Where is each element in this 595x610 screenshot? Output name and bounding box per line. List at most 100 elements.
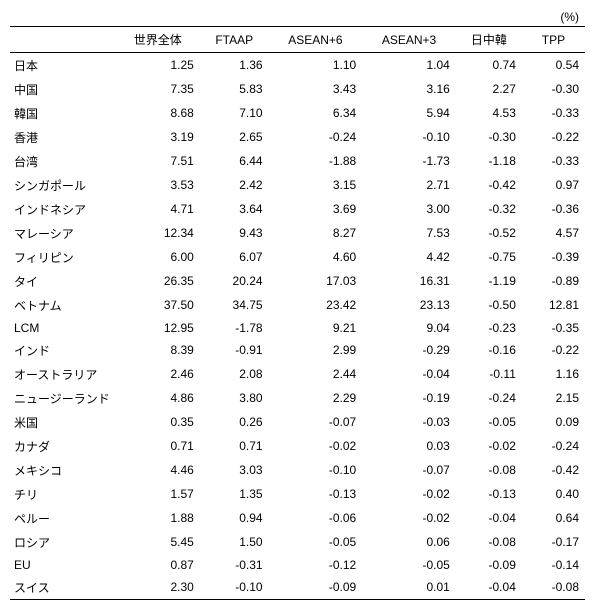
table-row: マレーシア12.349.438.277.53-0.524.57 <box>10 221 585 245</box>
cell-value: -0.10 <box>269 458 363 482</box>
cell-value: -0.30 <box>456 125 522 149</box>
row-label: メキシコ <box>10 458 116 482</box>
table-row: オーストラリア2.462.082.44-0.04-0.111.16 <box>10 362 585 386</box>
cell-value: -0.50 <box>456 293 522 317</box>
cell-value: 5.94 <box>362 101 456 125</box>
cell-value: -0.16 <box>456 338 522 362</box>
cell-value: 7.51 <box>116 149 200 173</box>
cell-value: -0.22 <box>522 338 585 362</box>
cell-value: 1.10 <box>269 53 363 78</box>
cell-value: -0.08 <box>456 458 522 482</box>
cell-value: 0.74 <box>456 53 522 78</box>
cell-value: 0.87 <box>116 554 200 575</box>
cell-value: 4.60 <box>269 245 363 269</box>
cell-value: 23.13 <box>362 293 456 317</box>
cell-value: 4.46 <box>116 458 200 482</box>
cell-value: 2.27 <box>456 77 522 101</box>
cell-value: 6.34 <box>269 101 363 125</box>
cell-value: -0.05 <box>269 530 363 554</box>
cell-value: 8.68 <box>116 101 200 125</box>
cell-value: 0.01 <box>362 575 456 600</box>
cell-value: 0.35 <box>116 410 200 434</box>
row-label: 韓国 <box>10 101 116 125</box>
row-label: LCM <box>10 317 116 338</box>
header-blank <box>10 27 116 53</box>
cell-value: -0.05 <box>362 554 456 575</box>
cell-value: 4.86 <box>116 386 200 410</box>
table-row: インド8.39-0.912.99-0.29-0.16-0.22 <box>10 338 585 362</box>
cell-value: -0.07 <box>362 458 456 482</box>
cell-value: 16.31 <box>362 269 456 293</box>
row-label: 香港 <box>10 125 116 149</box>
table-row: フィリピン6.006.074.604.42-0.75-0.39 <box>10 245 585 269</box>
row-label: ベトナム <box>10 293 116 317</box>
cell-value: 2.29 <box>269 386 363 410</box>
row-label: 米国 <box>10 410 116 434</box>
table-row: メキシコ4.463.03-0.10-0.07-0.08-0.42 <box>10 458 585 482</box>
cell-value: -0.17 <box>522 530 585 554</box>
row-label: 中国 <box>10 77 116 101</box>
cell-value: 2.71 <box>362 173 456 197</box>
cell-value: -0.08 <box>456 530 522 554</box>
cell-value: 4.57 <box>522 221 585 245</box>
cell-value: 8.27 <box>269 221 363 245</box>
table-row: 台湾7.516.44-1.88-1.73-1.18-0.33 <box>10 149 585 173</box>
table-row: 香港3.192.65-0.24-0.10-0.30-0.22 <box>10 125 585 149</box>
col-header: 世界全体 <box>116 27 200 53</box>
cell-value: -0.14 <box>522 554 585 575</box>
row-label: カナダ <box>10 434 116 458</box>
cell-value: 3.64 <box>200 197 269 221</box>
cell-value: 2.30 <box>116 575 200 600</box>
cell-value: 0.26 <box>200 410 269 434</box>
cell-value: -1.18 <box>456 149 522 173</box>
cell-value: 9.43 <box>200 221 269 245</box>
row-label: ペルー <box>10 506 116 530</box>
cell-value: -0.10 <box>200 575 269 600</box>
table-row: タイ26.3520.2417.0316.31-1.19-0.89 <box>10 269 585 293</box>
cell-value: -0.33 <box>522 149 585 173</box>
cell-value: -0.29 <box>362 338 456 362</box>
cell-value: 2.08 <box>200 362 269 386</box>
cell-value: 3.16 <box>362 77 456 101</box>
cell-value: 7.10 <box>200 101 269 125</box>
cell-value: -0.08 <box>522 575 585 600</box>
cell-value: 4.53 <box>456 101 522 125</box>
table-row: LCM12.95-1.789.219.04-0.23-0.35 <box>10 317 585 338</box>
cell-value: 3.43 <box>269 77 363 101</box>
cell-value: 1.04 <box>362 53 456 78</box>
cell-value: 9.21 <box>269 317 363 338</box>
table-row: 米国0.350.26-0.07-0.03-0.050.09 <box>10 410 585 434</box>
cell-value: -0.31 <box>200 554 269 575</box>
cell-value: -0.23 <box>456 317 522 338</box>
cell-value: 2.65 <box>200 125 269 149</box>
cell-value: 2.44 <box>269 362 363 386</box>
table-row: ロシア5.451.50-0.050.06-0.08-0.17 <box>10 530 585 554</box>
cell-value: 34.75 <box>200 293 269 317</box>
cell-value: -1.73 <box>362 149 456 173</box>
cell-value: -0.07 <box>269 410 363 434</box>
table-row: 日本1.251.361.101.040.740.54 <box>10 53 585 78</box>
cell-value: -0.04 <box>456 506 522 530</box>
cell-value: -0.75 <box>456 245 522 269</box>
cell-value: -0.13 <box>456 482 522 506</box>
cell-value: 3.00 <box>362 197 456 221</box>
cell-value: -0.04 <box>456 575 522 600</box>
cell-value: -0.19 <box>362 386 456 410</box>
cell-value: 2.46 <box>116 362 200 386</box>
cell-value: -0.24 <box>522 434 585 458</box>
row-label: インドネシア <box>10 197 116 221</box>
cell-value: 0.40 <box>522 482 585 506</box>
cell-value: 5.83 <box>200 77 269 101</box>
cell-value: 3.15 <box>269 173 363 197</box>
table-row: シンガポール3.532.423.152.71-0.420.97 <box>10 173 585 197</box>
cell-value: 7.35 <box>116 77 200 101</box>
table-row: 韓国8.687.106.345.944.53-0.33 <box>10 101 585 125</box>
row-label: タイ <box>10 269 116 293</box>
table-row: ペルー1.880.94-0.06-0.02-0.040.64 <box>10 506 585 530</box>
cell-value: 3.80 <box>200 386 269 410</box>
cell-value: 3.03 <box>200 458 269 482</box>
cell-value: -0.13 <box>269 482 363 506</box>
cell-value: 0.54 <box>522 53 585 78</box>
cell-value: 0.09 <box>522 410 585 434</box>
row-label: スイス <box>10 575 116 600</box>
